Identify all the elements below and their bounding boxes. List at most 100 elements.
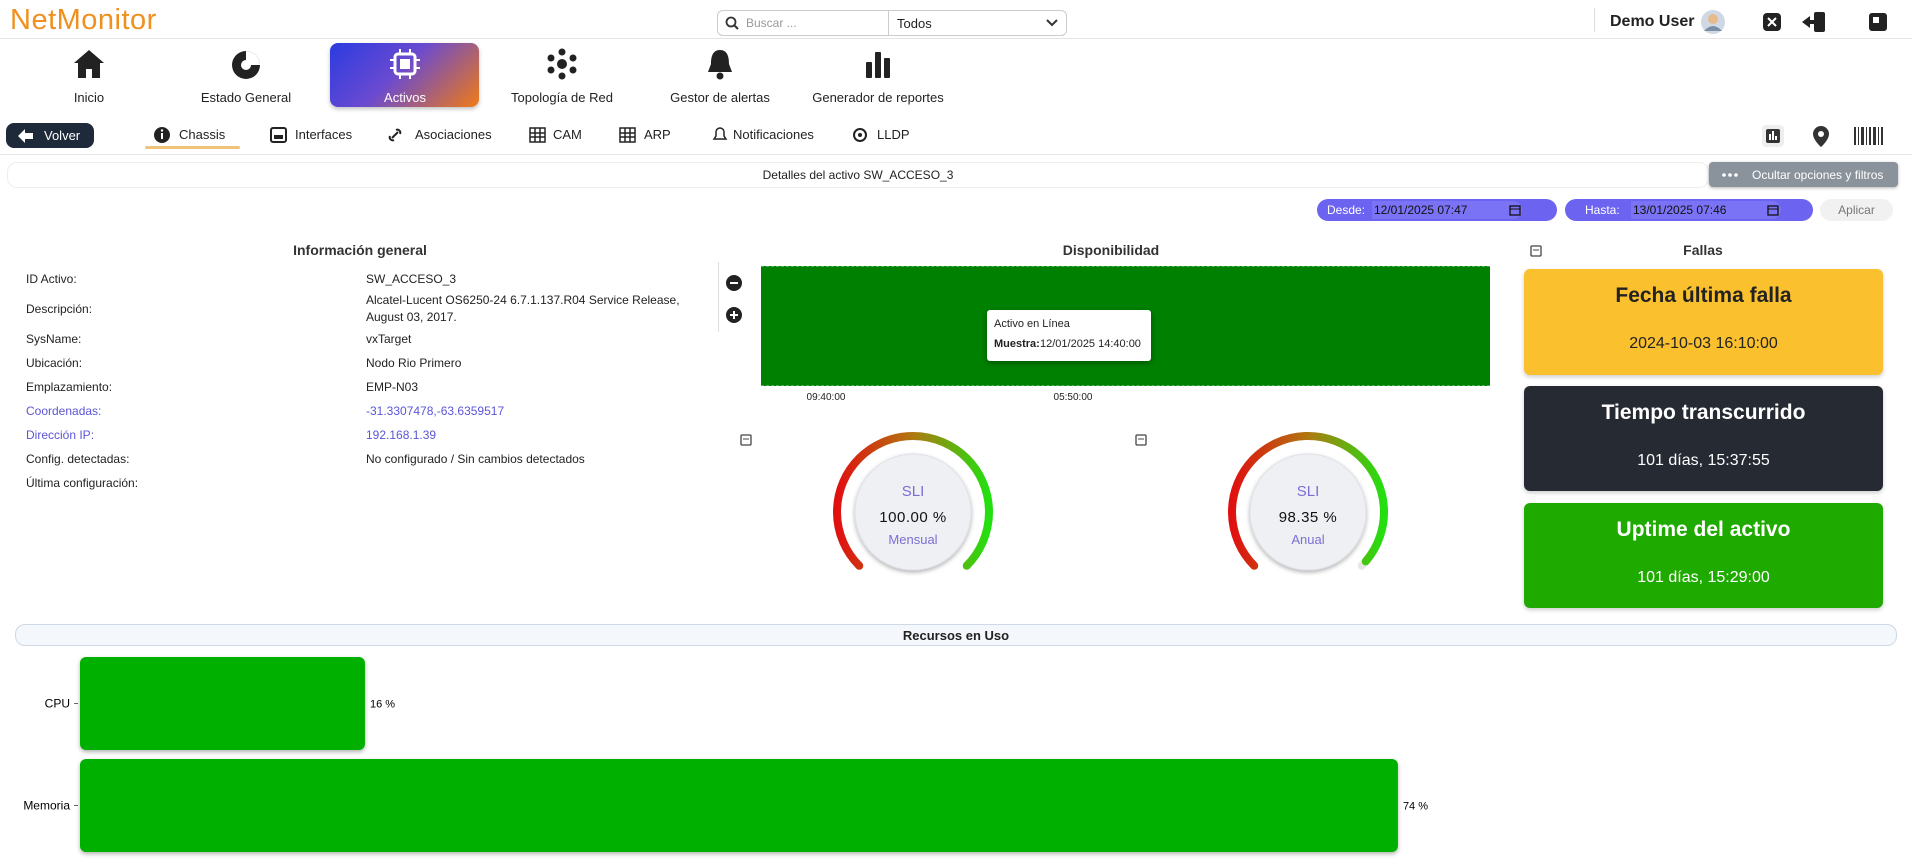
tab-divider [0,154,1912,155]
info-value: Alcatel-Lucent OS6250-24 6.7.1.137.R04 S… [366,293,680,324]
tab-active-underline [145,146,240,149]
divider [1594,8,1595,32]
gauge-value: 100.00 % [879,509,946,526]
info-label: SysName: [26,332,82,346]
to-label: Hasta: [1585,203,1620,217]
tooltip-status: Activo en Línea [994,318,1070,330]
apply-button[interactable]: Aplicar [1820,199,1893,221]
from-label: Desde: [1327,203,1366,217]
toggle-label: Ocultar opciones y filtros [1752,168,1884,182]
from-input[interactable]: 12/01/2025 07:47 [1372,201,1522,219]
bar [80,657,365,750]
zoom-in[interactable] [726,307,742,323]
info-label: Dirección IP: [26,428,95,442]
nav-item[interactable]: Estado General [171,48,321,105]
chevron [1046,19,1058,27]
value-label: 16 % [370,699,395,711]
info-value: vxTarget [366,332,412,346]
back-button[interactable]: Volver [6,123,94,148]
filter-select[interactable]: Todos [888,11,1066,35]
calendar-icon [1767,205,1779,216]
search-box[interactable]: Buscar ... Todos [717,10,1067,36]
filter-value: Todos [897,16,932,31]
to-input[interactable]: 13/01/2025 07:46 [1631,201,1781,219]
nav-label: Topología de Red [511,90,613,105]
nav-item[interactable]: Inicio [14,48,164,105]
resources-header: Recursos en Uso [15,624,1897,646]
gauge-title: SLI [1297,483,1320,500]
search-placeholder: Buscar ... [746,16,797,30]
divider [718,262,719,332]
nav-label: Inicio [73,90,105,105]
tab[interactable]: Asociaciones [415,127,492,142]
map-tool[interactable] [1813,126,1829,147]
report-icon [866,52,890,78]
info-label: Descripción: [26,302,93,316]
from-value: 12/01/2025 07:47 [1374,203,1468,217]
barcode-tool[interactable] [1854,127,1883,145]
section-title: Disponibilidad [1062,242,1160,258]
info-value: SW_ACCESO_3 [366,272,457,286]
dots [1722,173,1738,177]
nav-label: Gestor de alertas [670,90,770,105]
back-arrow [18,129,33,143]
header-icons [1701,10,1887,34]
search-icon [725,16,739,30]
info-value[interactable]: -31.3307478,-63.6359517 [366,404,505,418]
y-tick-label: Memoria [23,799,70,813]
tooltip-sample-label: Muestra: [994,338,1040,350]
tab[interactable]: Chassis [179,127,226,142]
fault-card: Fecha última falla 2024-10-03 16:10:00 [1524,269,1883,375]
gauge-subtitle: Anual [1291,532,1324,547]
pie-icon [232,51,260,79]
toggle-options[interactable]: Ocultar opciones y filtros [1709,162,1898,187]
zoom-buttons [726,275,742,323]
chart-tool[interactable] [1762,125,1784,147]
gauge-title: SLI [902,483,925,500]
nav-label: Activos [384,90,426,105]
home-icon [74,50,104,78]
info-value[interactable]: 192.168.1.39 [366,428,437,442]
doc-icon [1530,245,1542,257]
logo[interactable]: NetMonitor [10,4,157,36]
nav-item[interactable]: Gestor de alertas [645,48,795,105]
to-filter[interactable]: Hasta: 13/01/2025 07:46 [1565,199,1813,221]
zoom-out[interactable] [726,275,742,291]
nav-label: Generador de reportes [812,90,944,105]
to-value: 13/01/2025 07:46 [1633,203,1727,217]
info-label: Coordenadas: [26,404,102,418]
nav-label: Estado General [200,90,292,105]
tab[interactable]: LLDP [877,127,910,142]
user-name[interactable]: Demo User [1610,13,1695,30]
gauge-disc [1249,453,1367,571]
gauge-arc [1228,432,1388,570]
header-divider [0,38,1912,39]
avatar[interactable] [1701,10,1725,34]
availability-tooltip: Activo en Línea Muestra: 12/01/2025 14:4… [987,310,1151,361]
tab[interactable]: ARP [644,127,671,142]
bar [80,759,1398,852]
switch-icon[interactable] [1869,13,1887,31]
info-label: ID Activo: [26,272,77,286]
section-title: Fallas [1683,242,1723,258]
details-title: Detalles del activo SW_ACCESO_3 [762,168,954,182]
nav-item[interactable]: Generador de reportes [803,48,953,105]
card-value: 101 días, 15:29:00 [1637,569,1770,586]
back-label: Volver [44,128,81,143]
fault-card: Uptime del activo 101 días, 15:29:00 [1524,503,1883,608]
info-label: Config. detectadas: [26,452,130,466]
tab[interactable]: Interfaces [295,127,353,142]
info-value: EMP-N03 [366,380,419,394]
settings-icon[interactable] [1763,13,1781,31]
bell-icon [708,50,732,80]
info-label: Última configuración: [26,476,139,490]
nav-item[interactable]: Activos [330,48,480,105]
tab[interactable]: CAM [553,127,582,142]
tab[interactable]: Notificaciones [733,127,814,142]
logout-icon[interactable] [1802,12,1825,32]
from-filter[interactable]: Desde: 12/01/2025 07:47 [1317,199,1557,221]
network-icon [547,48,577,80]
tooltip-sample: 12/01/2025 14:40:00 [1040,338,1141,350]
nav-item[interactable]: Topología de Red [487,48,637,105]
